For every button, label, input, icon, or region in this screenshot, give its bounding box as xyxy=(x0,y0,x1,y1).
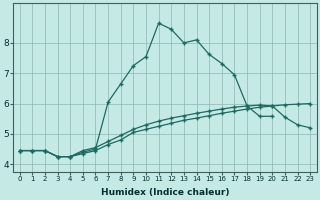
X-axis label: Humidex (Indice chaleur): Humidex (Indice chaleur) xyxy=(101,188,229,197)
